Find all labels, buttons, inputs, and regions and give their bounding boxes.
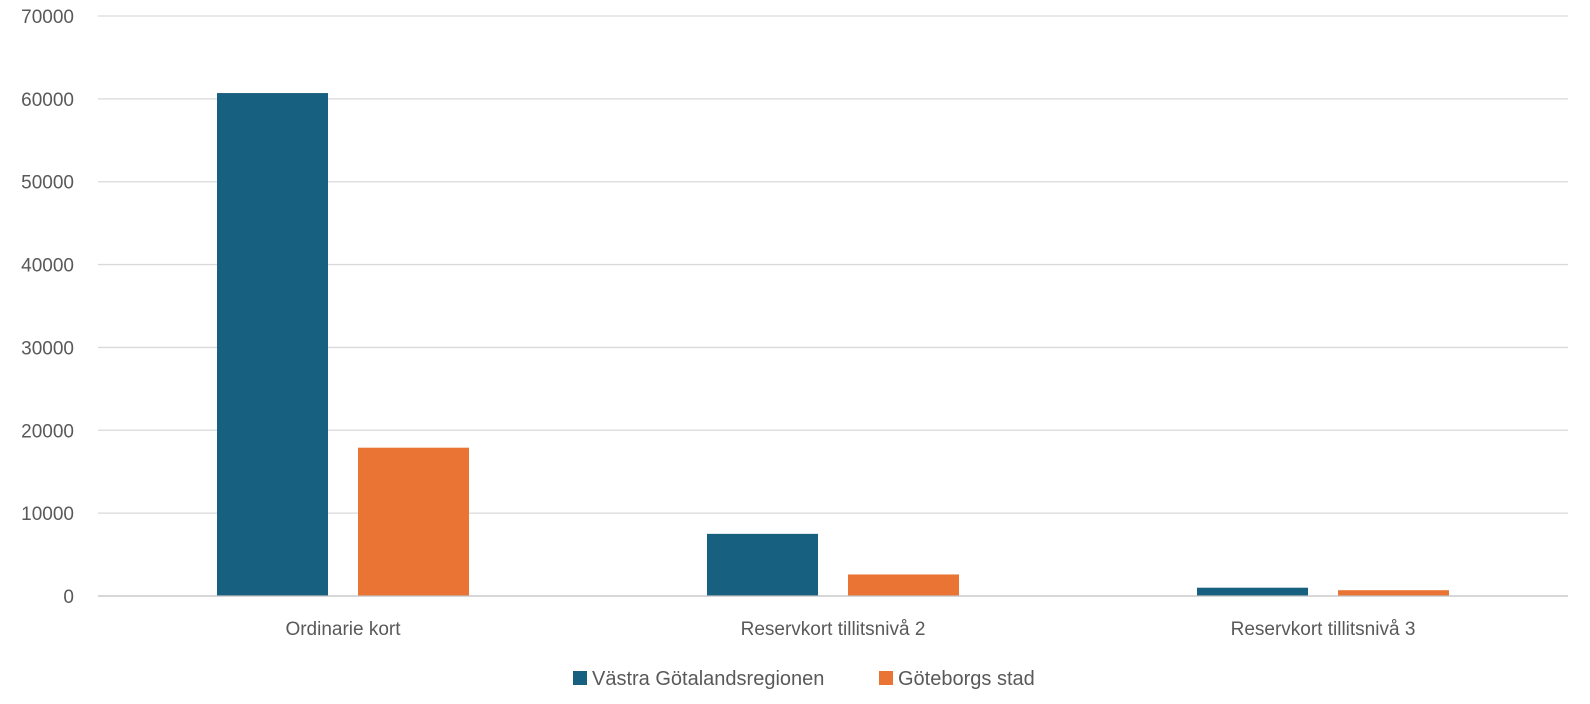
legend-label: Västra Götalandsregionen [592, 668, 824, 690]
legend-label: Göteborgs stad [898, 668, 1035, 690]
y-tick-label: 30000 [21, 338, 74, 359]
bars [217, 93, 1449, 597]
x-category-label: Reservkort tillitsnivå 2 [741, 619, 926, 640]
y-tick-label: 20000 [21, 421, 74, 442]
x-category-label: Ordinarie kort [285, 619, 401, 640]
bar-goteborg-2 [1338, 590, 1449, 596]
bar-goteborg-1 [848, 574, 959, 596]
x-axis: Ordinarie kort Reservkort tillitsnivå 2 Re… [98, 595, 1568, 640]
y-tick-label: 40000 [21, 256, 74, 277]
bar-vgr-1 [707, 533, 818, 596]
y-tick-label: 70000 [21, 7, 74, 28]
y-tick-label: 0 [63, 587, 74, 608]
bar-goteborg-0 [358, 447, 469, 596]
y-tick-label: 50000 [21, 173, 74, 194]
y-tick-label: 10000 [21, 504, 74, 525]
gridlines [98, 15, 1568, 514]
y-tick-label: 60000 [21, 90, 74, 111]
x-category-label: Reservkort tillitsnivå 3 [1231, 619, 1416, 640]
y-axis-tick-labels: 0 10000 20000 30000 40000 50000 60000 70000 [21, 7, 74, 608]
bar-vgr-0 [217, 93, 328, 597]
bar-vgr-2 [1197, 587, 1308, 596]
legend: Västra Götalandsregionen Göteborgs stad [573, 668, 1035, 690]
legend-swatch [573, 671, 587, 685]
legend-swatch [879, 671, 893, 685]
